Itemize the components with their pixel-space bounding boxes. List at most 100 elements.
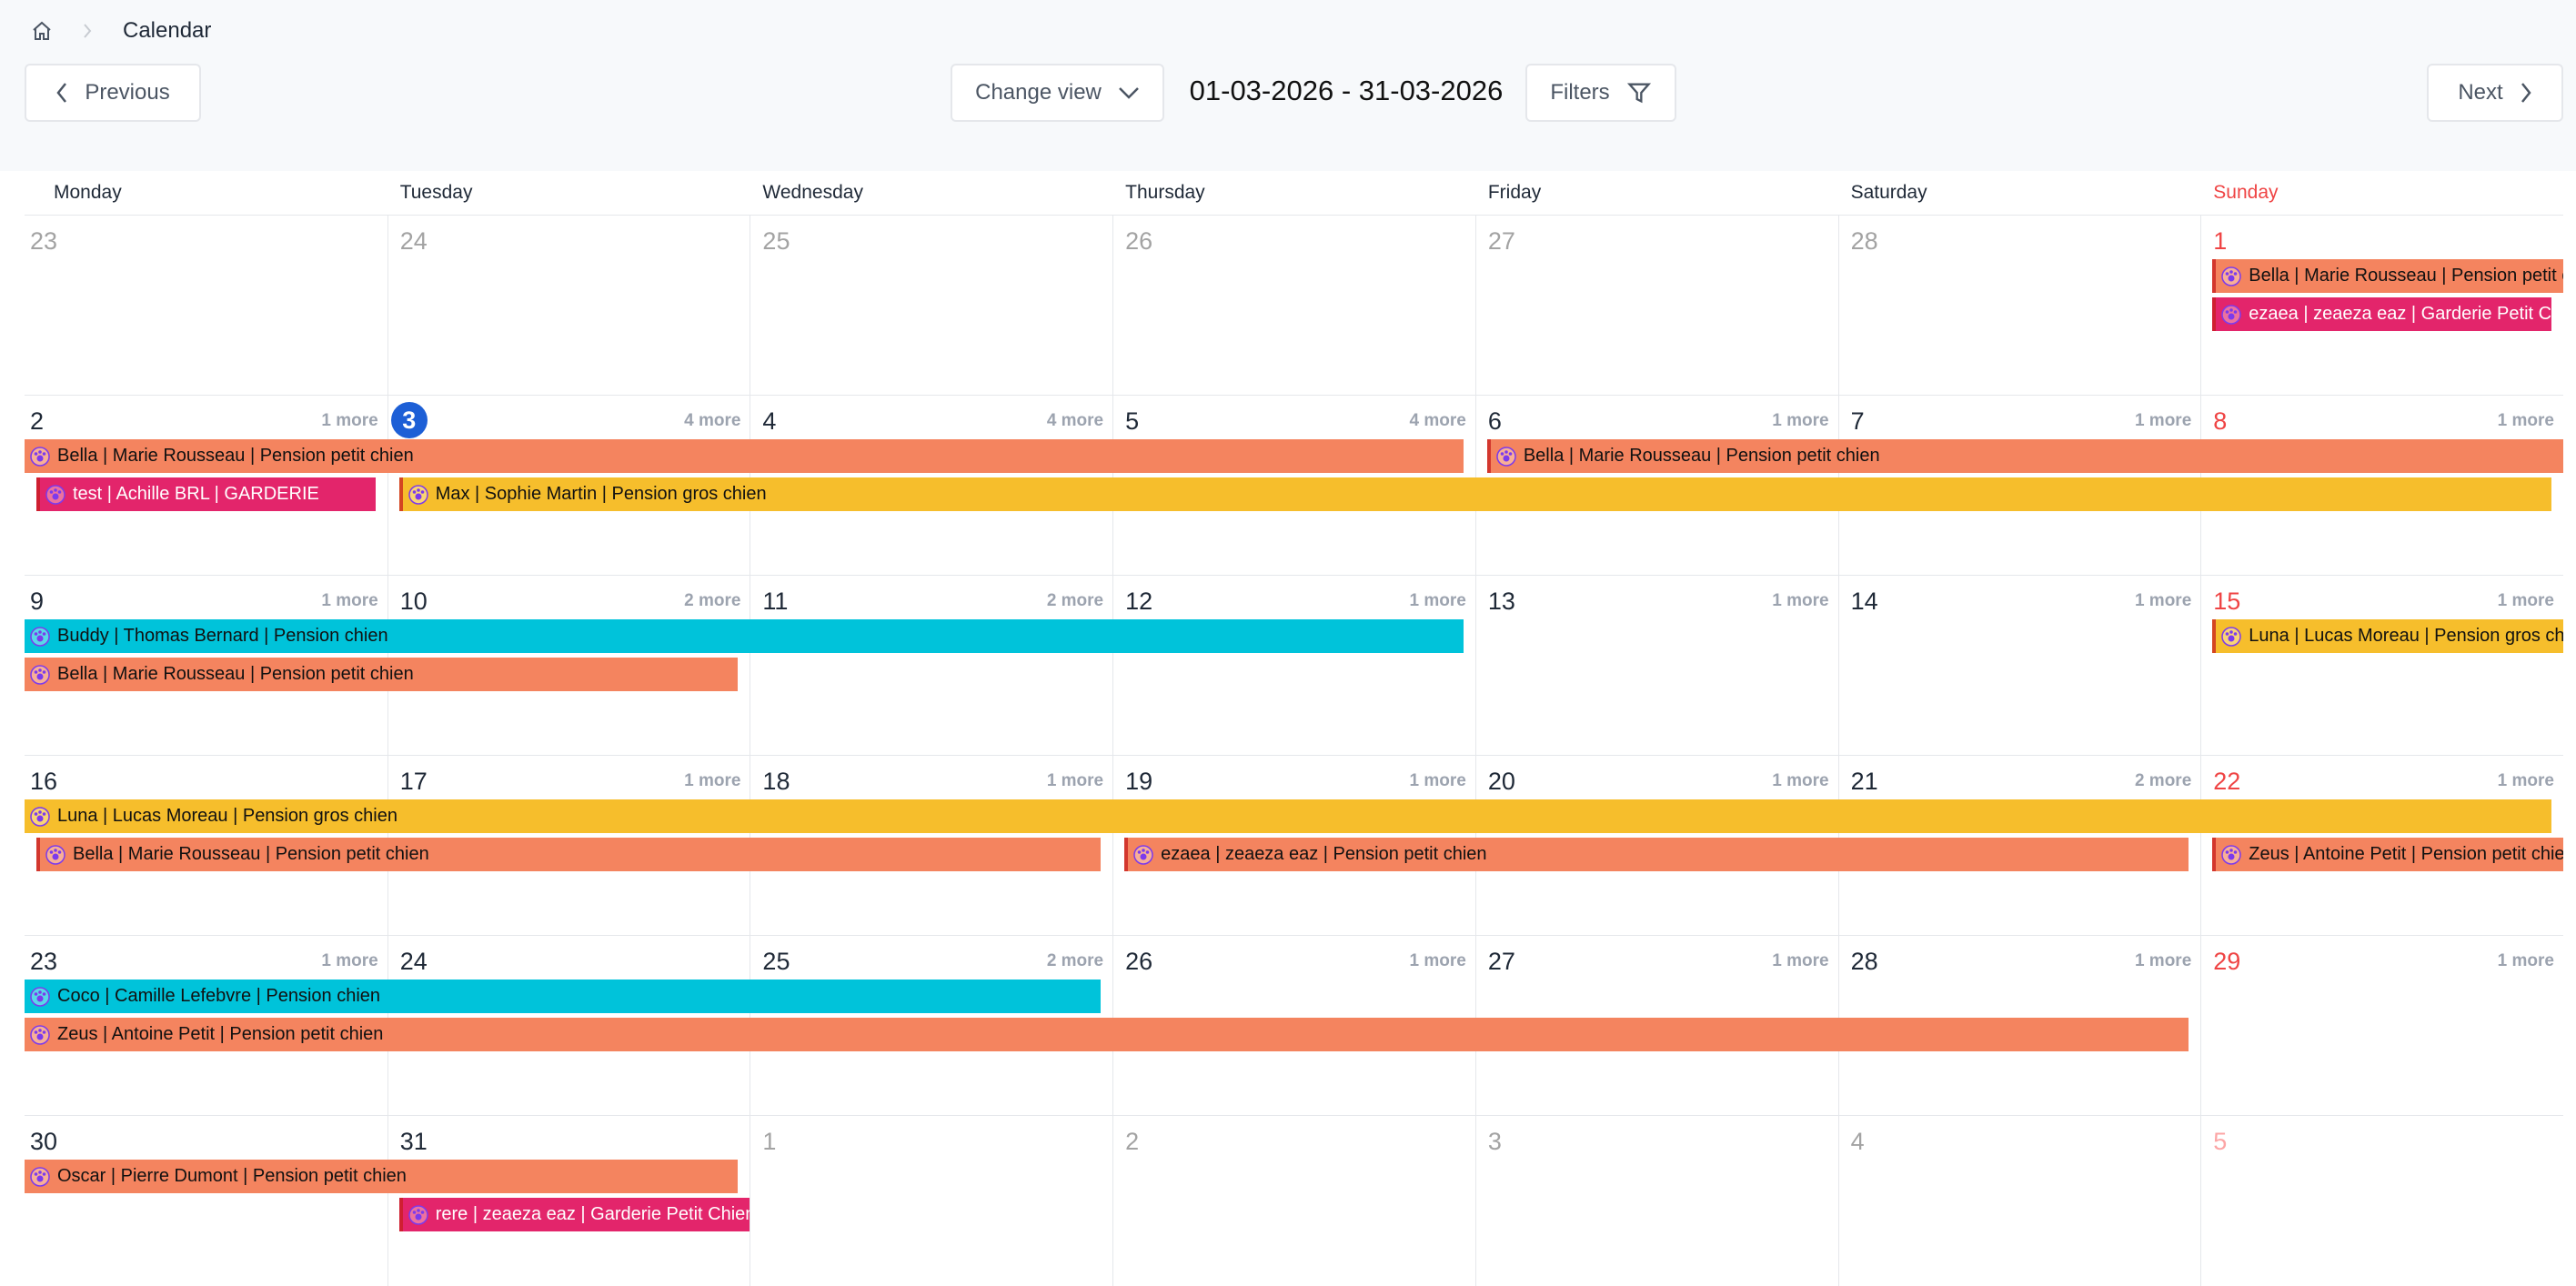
day-number: 2 [30, 407, 45, 435]
more-link[interactable]: 1 more [1409, 771, 1466, 790]
column-divider [387, 215, 388, 1286]
day-number: 10 [399, 588, 428, 615]
event-bar[interactable]: Coco | Camille Lefebvre | Pension chien [25, 980, 1102, 1013]
day-number: 12 [1125, 588, 1153, 615]
event-text: rere | zeaeza eaz | Garderie Petit Chien [435, 1204, 750, 1224]
previous-label: Previous [85, 80, 170, 105]
day-number: 5 [1125, 407, 1140, 435]
more-link[interactable]: 1 more [2497, 591, 2554, 610]
event-bar[interactable]: Buddy | Thomas Bernard | Pension chien [25, 619, 1464, 653]
more-link[interactable]: 4 more [1046, 411, 1104, 430]
pet-icon [30, 1024, 50, 1045]
event-bar[interactable]: Max | Sophie Martin | Pension gros chien [398, 477, 2551, 511]
day-number: 3 [390, 402, 428, 438]
pet-icon [45, 484, 65, 505]
day-number: 1 [2213, 227, 2228, 255]
day-number: 13 [1487, 588, 1515, 615]
next-button[interactable]: Next [2427, 64, 2563, 122]
event-bar[interactable]: Luna | Lucas Moreau | Pension gros chien [25, 799, 2551, 833]
more-link[interactable]: 1 more [2134, 411, 2192, 430]
weekday-label: Friday [1487, 182, 1542, 203]
day-number: 28 [1850, 948, 1878, 975]
event-bar[interactable]: test | Achille BRL | GARDERIE [36, 477, 376, 511]
event-text: ezaea | zeaeza eaz | Pension petit chien [1161, 844, 1487, 864]
event-bar[interactable]: ezaea | zeaeza eaz | Garderie Petit Chie… [2212, 297, 2551, 331]
day-number: 8 [2213, 407, 2228, 435]
day-number: 16 [30, 768, 58, 795]
more-link[interactable]: 1 more [1772, 951, 1829, 970]
event-text: Bella | Marie Rousseau | Pension petit c… [1523, 446, 1880, 466]
pet-icon [2221, 304, 2242, 325]
event-bar[interactable]: Zeus | Antoine Petit | Pension petit chi… [25, 1018, 2189, 1051]
pet-icon [30, 1166, 50, 1187]
more-link[interactable]: 1 more [684, 771, 741, 790]
event-bar[interactable]: Bella | Marie Rousseau | Pension petit c… [36, 838, 1102, 871]
filter-icon [1626, 83, 1651, 104]
change-view-button[interactable]: Change view [951, 64, 1164, 122]
more-link[interactable]: 1 more [1772, 591, 1829, 610]
event-text: Buddy | Thomas Bernard | Pension chien [57, 626, 388, 646]
day-number: 27 [1487, 227, 1515, 255]
pet-icon [45, 844, 65, 865]
event-bar[interactable]: rere | zeaeza eaz | Garderie Petit Chien [398, 1198, 750, 1231]
more-link[interactable]: 1 more [1409, 951, 1466, 970]
more-link[interactable]: 1 more [321, 951, 378, 970]
more-link[interactable]: 2 more [2134, 771, 2192, 790]
event-text: Bella | Marie Rousseau | Pension petit c… [57, 446, 414, 466]
pet-icon [30, 986, 50, 1007]
more-link[interactable]: 1 more [1046, 771, 1104, 790]
day-number: 22 [2213, 768, 2241, 795]
previous-button[interactable]: Previous [25, 64, 201, 122]
day-number: 27 [1487, 948, 1515, 975]
day-number: 4 [1850, 1128, 1865, 1155]
event-bar[interactable]: Bella | Marie Rousseau | Pension petit c… [2212, 259, 2563, 293]
more-link[interactable]: 1 more [321, 591, 378, 610]
event-text: Zeus | Antoine Petit | Pension petit chi… [2249, 844, 2563, 864]
event-bar[interactable]: Luna | Lucas Moreau | Pension gros chien [2212, 619, 2563, 653]
more-link[interactable]: 1 more [2497, 951, 2554, 970]
more-link[interactable]: 4 more [1409, 411, 1466, 430]
event-bar[interactable]: Bella | Marie Rousseau | Pension petit c… [25, 658, 739, 691]
pet-icon [30, 806, 50, 827]
more-link[interactable]: 4 more [684, 411, 741, 430]
pet-icon [1496, 446, 1516, 467]
more-link[interactable]: 2 more [684, 591, 741, 610]
more-link[interactable]: 1 more [2497, 411, 2554, 430]
more-link[interactable]: 1 more [1772, 771, 1829, 790]
more-link[interactable]: 1 more [2134, 591, 2192, 610]
filters-button[interactable]: Filters [1525, 64, 1676, 122]
more-link[interactable]: 1 more [1409, 591, 1466, 610]
breadcrumb-separator [84, 24, 92, 38]
day-number: 7 [1850, 407, 1865, 435]
more-link[interactable]: 1 more [2134, 951, 2192, 970]
event-bar[interactable]: Zeus | Antoine Petit | Pension petit chi… [2212, 838, 2563, 871]
more-link[interactable]: 2 more [1046, 951, 1104, 970]
more-link[interactable]: 1 more [1772, 411, 1829, 430]
day-number: 30 [30, 1128, 58, 1155]
event-bar[interactable]: Bella | Marie Rousseau | Pension petit c… [1486, 439, 2563, 473]
day-number: 26 [1125, 227, 1153, 255]
day-number: 26 [1125, 948, 1153, 975]
more-link[interactable]: 1 more [321, 411, 378, 430]
pet-icon [30, 626, 50, 647]
event-text: Bella | Marie Rousseau | Pension petit c… [57, 664, 414, 684]
more-link[interactable]: 2 more [1046, 591, 1104, 610]
day-number: 6 [1487, 407, 1502, 435]
day-number: 31 [399, 1128, 428, 1155]
weekday-label: Sunday [2213, 182, 2279, 203]
day-number: 18 [762, 768, 790, 795]
row-divider [25, 1115, 2563, 1116]
event-text: Bella | Marie Rousseau | Pension petit c… [73, 844, 429, 864]
day-number: 5 [2213, 1128, 2228, 1155]
home-icon[interactable] [31, 20, 53, 42]
pet-icon [2221, 626, 2242, 647]
pet-icon [408, 1204, 428, 1225]
day-number: 25 [762, 227, 790, 255]
row-divider [25, 575, 2563, 576]
day-number: 4 [762, 407, 777, 435]
event-bar[interactable]: ezaea | zeaeza eaz | Pension petit chien [1124, 838, 2189, 871]
event-bar[interactable]: Oscar | Pierre Dumont | Pension petit ch… [25, 1160, 739, 1193]
day-number: 21 [1850, 768, 1878, 795]
more-link[interactable]: 1 more [2497, 771, 2554, 790]
event-bar[interactable]: Bella | Marie Rousseau | Pension petit c… [25, 439, 1464, 473]
